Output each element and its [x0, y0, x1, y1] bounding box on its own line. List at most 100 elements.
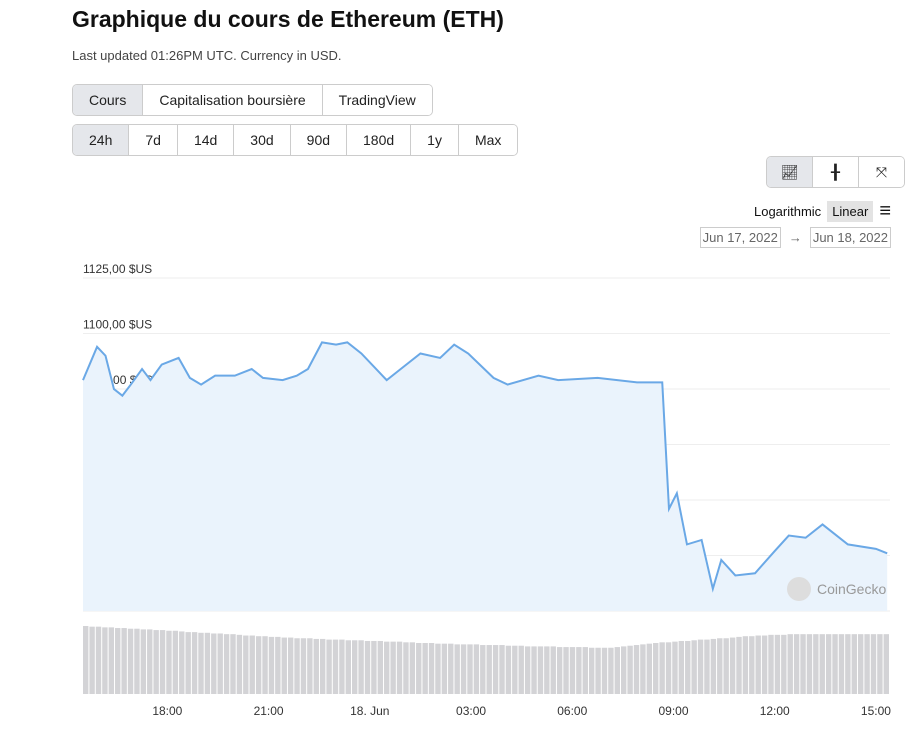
volume-bar [621, 646, 627, 694]
volume-bar [697, 639, 704, 694]
range-30d[interactable]: 30d [234, 125, 291, 155]
volume-bar [710, 638, 717, 694]
volume-bar [198, 632, 204, 694]
tab-tradingview[interactable]: TradingView [322, 85, 432, 115]
volume-bar [473, 644, 480, 694]
volume-bar [166, 630, 172, 694]
volume-bar [172, 630, 179, 694]
volume-bar [512, 645, 518, 694]
volume-bar [640, 644, 646, 694]
volume-bar [825, 634, 832, 694]
volume-bar [723, 638, 729, 694]
volume-bar [576, 647, 582, 694]
date-range: Jun 17, 2022 → Jun 18, 2022 [699, 227, 891, 248]
volume-bar [665, 642, 672, 694]
volume-bar [428, 643, 435, 694]
fullscreen-icon[interactable]: ⤧ [859, 157, 904, 187]
range-90d[interactable]: 90d [290, 125, 348, 155]
volume-bar [627, 645, 633, 694]
volume-bar [678, 640, 685, 694]
volume-bar [588, 647, 595, 694]
volume-bar [755, 635, 761, 694]
volume-bar [537, 646, 544, 694]
range-max[interactable]: Max [458, 125, 518, 155]
arrow-icon: → [788, 230, 802, 245]
volume-bar [319, 638, 326, 694]
range-24h[interactable]: 24h [73, 125, 130, 155]
x-tick-label: 12:00 [760, 704, 790, 718]
hamburger-icon[interactable]: ≡ [879, 200, 891, 222]
volume-bar [313, 638, 319, 694]
volume-bar [179, 631, 185, 694]
range-tabs: 24h 7d 14d 30d 90d 180d 1y Max [72, 124, 519, 156]
volume-bar [544, 646, 550, 694]
date-to[interactable]: Jun 18, 2022 [809, 227, 891, 248]
volume-bar [371, 640, 377, 694]
volume-bar [800, 634, 806, 694]
volume-bar [294, 638, 300, 694]
volume-bar [467, 644, 473, 694]
volume-bar [832, 634, 838, 694]
volume-bar [505, 645, 512, 694]
logarithmic-button[interactable]: Logarithmic [753, 204, 822, 219]
volume-bar [601, 647, 608, 694]
volume-bar [685, 640, 691, 694]
linear-button[interactable]: Linear [827, 201, 874, 222]
volume-bar [633, 645, 640, 694]
volume-bar [838, 634, 845, 694]
volume-bar [416, 643, 422, 694]
x-tick-label: 09:00 [658, 704, 688, 718]
volume-bar [300, 638, 307, 694]
volume-bar [448, 643, 454, 694]
tab-cours[interactable]: Cours [73, 85, 144, 115]
date-from[interactable]: Jun 17, 2022 [699, 227, 781, 248]
volume-bar [518, 645, 524, 694]
volume-bar [127, 628, 134, 694]
volume-bar [454, 644, 460, 694]
volume-bar [409, 642, 416, 694]
volume-bar [742, 636, 749, 694]
volume-bar [582, 647, 588, 694]
volume-bar [813, 634, 819, 694]
range-1y[interactable]: 1y [411, 125, 459, 155]
y-tick-label: 1100,00 $US [83, 318, 152, 332]
scale-toggle: Logarithmic Linear ≡ [754, 200, 891, 223]
x-tick-label: 18:00 [152, 704, 182, 718]
volume-bar [595, 647, 601, 694]
x-tick-label: 03:00 [456, 704, 486, 718]
volume-bar [569, 647, 576, 694]
volume-bar [153, 630, 159, 694]
volume-bar [480, 645, 486, 694]
volume-bar [819, 634, 825, 694]
volume-bar [268, 636, 275, 694]
line-chart-icon[interactable]: 📈︎ [767, 157, 813, 187]
volume-bar [134, 628, 140, 694]
volume-bar [281, 637, 287, 694]
volume-bar [307, 638, 313, 694]
volume-bar [243, 635, 249, 694]
range-7d[interactable]: 7d [129, 125, 178, 155]
range-180d[interactable]: 180d [347, 125, 412, 155]
coingecko-logo-icon [787, 577, 811, 601]
volume-bar [492, 645, 499, 694]
volume-bar [211, 633, 217, 694]
volume-bar [185, 632, 191, 694]
volume-bar [857, 634, 864, 694]
volume-bar [191, 632, 198, 694]
volume-bar [140, 629, 147, 694]
volume-bar [524, 646, 531, 694]
volume-bar [460, 644, 467, 694]
candlestick-icon[interactable]: ╂ [813, 157, 859, 187]
volume-bar [691, 640, 697, 694]
volume-bar [614, 647, 620, 694]
volume-bar [499, 645, 505, 694]
tab-market-cap[interactable]: Capitalisation boursière [143, 85, 323, 115]
volume-bar [217, 633, 223, 694]
range-14d[interactable]: 14d [177, 125, 235, 155]
view-tabs: Cours Capitalisation boursière TradingVi… [72, 84, 433, 116]
volume-bar [486, 645, 492, 694]
volume-bar [352, 640, 358, 694]
x-tick-label: 21:00 [254, 704, 284, 718]
volume-bar [89, 626, 95, 694]
